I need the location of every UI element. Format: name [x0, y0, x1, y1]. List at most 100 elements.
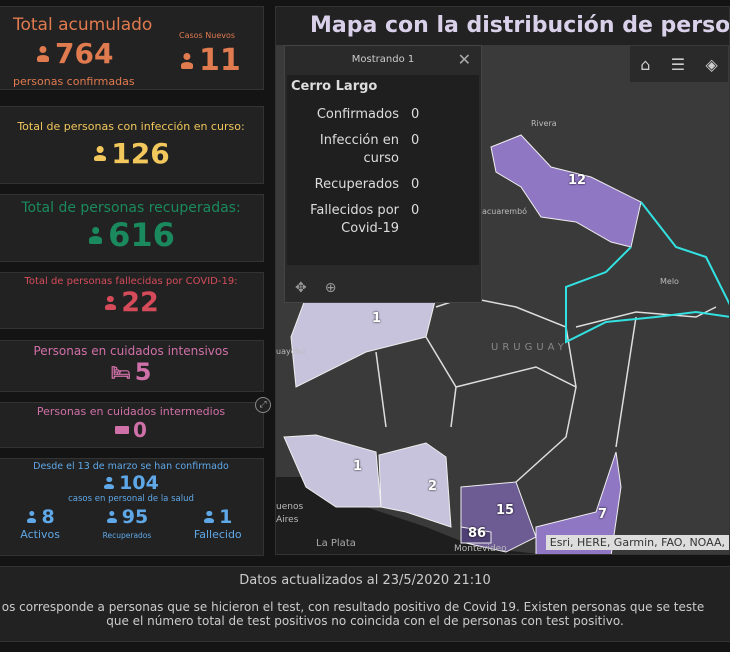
count-label: 12: [568, 173, 587, 188]
person-icon: [103, 296, 117, 310]
department-maldonado: [535, 451, 622, 554]
deaths-value: 22: [0, 287, 263, 318]
map-toolbar: ⌂ ☰ ◈: [629, 45, 729, 83]
person-icon: [179, 53, 195, 69]
deaths-panel: Total de personas fallecidas por COVID-1…: [0, 272, 264, 329]
new-cases-number: 11: [199, 43, 241, 78]
count-label: 2: [428, 479, 438, 494]
department-paysandu: [290, 296, 437, 388]
health-recovered-label: Recuperados: [102, 531, 152, 540]
label-melo: Melo: [660, 277, 679, 286]
label-uruguay: URUGUAY: [491, 342, 568, 353]
active-number: 126: [111, 137, 170, 170]
popup-field-value: 0: [411, 107, 420, 122]
recovered-value: 616: [0, 216, 263, 254]
recovered-number: 616: [108, 216, 175, 254]
health-recovered: 95 Recuperados: [103, 506, 152, 541]
new-cases-label: Casos Nuevos: [179, 31, 236, 40]
department-san-jose: [378, 442, 452, 528]
icu-value: 🛏 5: [0, 358, 263, 386]
health-breakdown: 8 Activos 95 Recuperados 1 Fallecido: [0, 506, 263, 541]
popup-field-label: Infección en curso: [319, 133, 399, 166]
intermediate-number: 0: [133, 418, 147, 442]
active-infection-panel: Total de personas con infección en curso…: [0, 106, 264, 184]
new-cases-value: 11: [179, 43, 241, 78]
health-value: 104: [0, 472, 263, 494]
person-icon: [103, 477, 115, 489]
map-attribution: Esri, HERE, Garmin, FAO, NOAA,: [545, 535, 729, 550]
person-icon: [92, 146, 107, 161]
icu-number: 5: [134, 358, 152, 386]
health-deceased-number: 1: [219, 506, 233, 528]
intermediate-care-panel: Personas en cuidados intermedios 0: [0, 402, 264, 448]
label-buenos-aires: uenos Aires: [276, 502, 304, 525]
intensive-care-panel: Personas en cuidados intensivos 🛏 5: [0, 340, 264, 392]
person-icon: [26, 511, 38, 523]
label-montevideo: Montevideo: [454, 544, 507, 554]
popup-field-value: 0: [411, 177, 420, 192]
person-icon: [106, 511, 118, 523]
health-deceased: 1 Fallecido: [194, 506, 242, 541]
close-icon[interactable]: ✕: [457, 50, 471, 69]
popup-title: Cerro Largo: [291, 79, 378, 94]
layers-icon[interactable]: ◈: [705, 54, 718, 74]
bed-pulse-icon: 🛏: [110, 362, 131, 382]
popup-header: Mostrando 1: [351, 54, 415, 65]
expand-icon[interactable]: ⤢: [255, 397, 271, 413]
label-gualeguaychu: uaychú: [276, 347, 306, 356]
health-staff-panel: Desde el 13 de marzo se han confirmado 1…: [0, 458, 264, 556]
popup-field-label: Confirmados: [316, 107, 399, 122]
update-timestamp: Datos actualizados al 23/5/2020 21:10: [239, 573, 491, 588]
popup-field-value: 0: [411, 203, 420, 218]
label-la-plata: La Plata: [316, 538, 356, 549]
map-panel[interactable]: Mapa con la distribución de personas Riv…: [275, 6, 730, 555]
intermediate-title: Personas en cuidados intermedios: [36, 405, 226, 418]
label-tacuarembo: acuarembó: [482, 207, 528, 216]
active-value: 126: [0, 137, 263, 170]
popup-row: Infección en curso 0: [291, 132, 475, 168]
total-title: Total acumulado: [13, 15, 153, 35]
count-label: 86: [468, 526, 487, 541]
deaths-number: 22: [121, 287, 159, 318]
legend-list-icon[interactable]: ☰: [670, 54, 686, 74]
popup-field-label: Fallecidos por Covid-19: [310, 203, 399, 236]
map-title: Mapa con la distribución de personas: [276, 7, 729, 45]
feature-popup: Mostrando 1 ✕ Cerro Largo Confirmados 0 In…: [284, 45, 482, 303]
pan-icon[interactable]: ✥: [295, 280, 307, 296]
health-number: 104: [119, 472, 159, 494]
footer-note-line1: os corresponde a personas que se hiciero…: [1, 600, 705, 614]
health-active-number: 8: [41, 506, 55, 528]
health-active: 8 Activos: [20, 506, 60, 541]
department-rivera-tacuarembo: [490, 134, 642, 248]
brazil-border: [565, 201, 729, 344]
popup-field-label: Recuperados: [314, 177, 399, 192]
person-icon: [87, 227, 104, 244]
health-sub: casos en personal de la salud: [68, 494, 194, 504]
popup-row: Fallecidos por Covid-19 0: [291, 202, 475, 238]
count-label: 1: [353, 459, 363, 474]
total-value: 764: [35, 37, 113, 70]
person-icon: [203, 511, 215, 523]
total-accumulated-panel: Total acumulado 764 personas confirmadas…: [0, 6, 264, 90]
zoom-to-icon[interactable]: ⊕: [324, 280, 337, 296]
intermediate-value: 0: [0, 418, 263, 442]
count-label: 7: [598, 507, 608, 522]
count-label: 15: [496, 503, 515, 518]
health-active-label: Activos: [20, 528, 61, 541]
person-icon: [35, 46, 51, 62]
health-title: Desde el 13 de marzo se han confirmado: [33, 461, 229, 472]
bed-icon: [115, 426, 130, 434]
map-canvas[interactable]: [276, 7, 730, 555]
popup-row: Confirmados 0: [291, 106, 475, 124]
home-icon[interactable]: ⌂: [640, 54, 651, 74]
department-montevideo: [460, 526, 492, 544]
footer-note-line2: que el número total de test positivos no…: [106, 614, 624, 628]
recovered-panel: Total de personas recuperadas: 616: [0, 194, 264, 262]
popup-field-value: 0: [411, 133, 420, 148]
total-sub: personas confirmadas: [13, 75, 135, 88]
recovered-title: Total de personas recuperadas:: [21, 200, 241, 216]
health-recovered-number: 95: [121, 506, 149, 528]
deaths-title: Total de personas fallecidas por COVID-1…: [24, 276, 238, 287]
icu-title: Personas en cuidados intensivos: [33, 344, 229, 358]
health-deceased-label: Fallecido: [193, 528, 242, 541]
